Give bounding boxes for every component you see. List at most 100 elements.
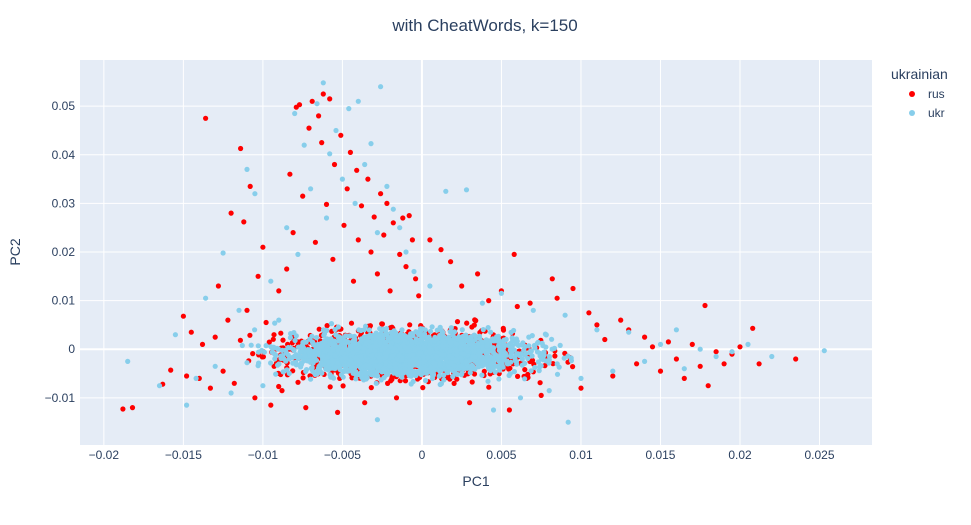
point-ukr	[290, 360, 296, 366]
point-ukr	[339, 176, 345, 182]
point-ukr	[508, 345, 514, 351]
point-rus	[371, 214, 377, 220]
point-ukr	[565, 353, 571, 359]
point-ukr	[458, 356, 465, 362]
point-rus	[427, 237, 433, 243]
point-ukr	[549, 336, 555, 342]
point-ukr	[475, 351, 482, 357]
point-ukr	[427, 350, 433, 356]
point-ukr	[440, 344, 446, 350]
point-ukr	[494, 334, 500, 340]
point-ukr	[508, 353, 514, 360]
point-ukr	[745, 341, 751, 347]
point-ukr	[485, 325, 491, 331]
point-ukr	[535, 359, 542, 365]
point-ukr	[374, 417, 380, 423]
point-ukr	[407, 358, 413, 364]
point-ukr	[454, 348, 460, 354]
point-ukr	[496, 376, 502, 382]
point-ukr	[437, 362, 443, 368]
point-ukr	[420, 354, 426, 360]
y-tick-label: 0.03	[52, 196, 76, 210]
point-rus	[649, 344, 656, 350]
point-ukr	[388, 329, 395, 336]
point-ukr	[454, 357, 460, 363]
point-ukr	[314, 101, 320, 107]
point-rus	[231, 380, 237, 386]
point-rus	[355, 237, 361, 243]
point-ukr	[324, 354, 330, 360]
point-rus	[381, 232, 387, 238]
x-axis-title: PC1	[462, 473, 489, 489]
point-ukr	[259, 347, 265, 354]
point-ukr	[534, 340, 541, 346]
point-ukr	[364, 375, 370, 381]
point-rus	[459, 283, 465, 289]
point-ukr	[448, 325, 454, 331]
point-rus	[451, 380, 457, 386]
point-ukr	[309, 352, 315, 358]
point-ukr	[441, 377, 447, 383]
point-ukr	[368, 141, 374, 147]
point-ukr	[412, 347, 418, 353]
point-rus	[306, 125, 312, 131]
legend-title: ukrainian	[891, 66, 948, 82]
point-ukr	[365, 334, 371, 340]
point-ukr	[362, 161, 368, 168]
point-ukr	[268, 360, 274, 366]
point-rus	[486, 298, 492, 304]
point-rus	[296, 102, 303, 108]
point-ukr	[363, 340, 369, 346]
x-tick-label: 0.01	[569, 448, 593, 462]
point-ukr	[489, 360, 495, 366]
point-rus	[472, 317, 478, 323]
point-ukr	[416, 360, 422, 366]
x-tick-label: 0.005	[486, 448, 516, 462]
point-ukr	[578, 375, 584, 381]
x-tick-label: −0.015	[165, 448, 202, 462]
legend-item-rus[interactable]: rus	[909, 87, 945, 101]
point-ukr	[497, 338, 503, 345]
point-ukr	[626, 329, 632, 335]
point-ukr	[354, 347, 360, 353]
point-rus	[420, 385, 426, 391]
point-ukr	[490, 407, 497, 413]
point-ukr	[320, 80, 326, 86]
point-rus	[552, 353, 558, 359]
point-ukr	[338, 372, 344, 378]
point-ukr	[301, 142, 307, 148]
point-ukr	[510, 327, 517, 334]
legend-item-ukr[interactable]: ukr	[909, 106, 945, 120]
point-ukr	[369, 353, 375, 359]
point-ukr	[292, 337, 298, 344]
point-ukr	[333, 364, 339, 370]
legend-marker-ukr	[909, 110, 915, 116]
point-rus	[570, 285, 576, 292]
point-rus	[290, 230, 296, 236]
point-ukr	[490, 366, 496, 372]
point-rus	[300, 193, 306, 199]
point-ukr	[346, 106, 352, 112]
point-rus	[184, 373, 190, 379]
point-rus	[387, 288, 393, 294]
point-rus	[454, 319, 461, 325]
point-ukr	[327, 339, 333, 345]
point-rus	[279, 388, 285, 394]
point-ukr	[398, 331, 404, 337]
point-rus	[212, 334, 218, 340]
point-ukr	[568, 358, 575, 364]
point-ukr	[508, 340, 514, 346]
point-ukr	[184, 402, 190, 408]
point-ukr	[424, 367, 430, 373]
point-ukr	[311, 342, 317, 348]
point-ukr	[348, 343, 354, 349]
point-ukr	[456, 334, 462, 340]
point-ukr	[458, 372, 464, 378]
point-rus	[168, 367, 174, 373]
point-ukr	[273, 352, 279, 358]
point-ukr	[303, 367, 310, 373]
point-ukr	[268, 278, 274, 284]
point-ukr	[556, 364, 562, 370]
point-ukr	[486, 357, 492, 363]
